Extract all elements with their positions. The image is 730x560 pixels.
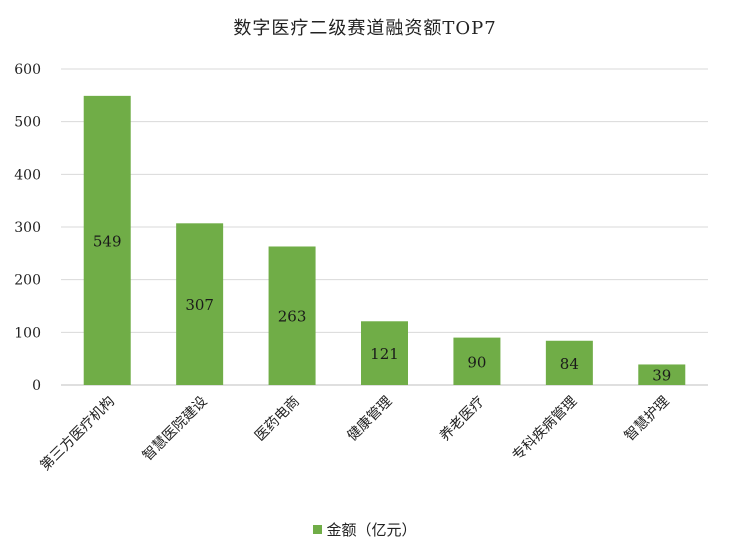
bar — [268, 246, 316, 385]
y-tick-label: 300 — [14, 220, 41, 236]
data-label: 549 — [93, 232, 122, 250]
bar — [453, 337, 501, 385]
chart-title: 数字医疗二级赛道融资额TOP7 — [233, 18, 497, 39]
bars — [83, 95, 686, 386]
legend-label: 金额（亿元） — [326, 521, 417, 539]
x-axis-labels: 第三方医疗机构 智慧医院建设 医药电商 健康管理 养老医疗 专科疾病管理 智慧护理 — [37, 393, 673, 474]
bar — [83, 95, 131, 386]
x-category-label: 智慧医院建设 — [140, 394, 211, 465]
x-category-label: 智慧护理 — [622, 394, 673, 445]
data-label: 263 — [278, 308, 307, 326]
legend-swatch — [313, 525, 323, 534]
x-category-label: 专科疾病管理 — [509, 394, 580, 465]
bar — [638, 364, 686, 385]
y-axis-ticks: 0 100 200 300 400 500 600 — [14, 62, 41, 394]
y-tick-label: 500 — [14, 115, 41, 131]
bar — [176, 223, 224, 385]
data-label: 84 — [560, 355, 579, 373]
bar — [361, 321, 408, 385]
data-label: 39 — [652, 367, 671, 385]
x-category-label: 医药电商 — [252, 394, 303, 445]
y-tick-label: 200 — [14, 273, 41, 289]
bar — [545, 340, 593, 385]
x-category-label: 第三方医疗机构 — [37, 393, 118, 474]
data-label: 90 — [467, 353, 486, 371]
y-tick-label: 100 — [14, 325, 41, 341]
y-tick-label: 400 — [14, 167, 41, 183]
legend: 金额（亿元） — [0, 519, 730, 540]
y-tick-label: 600 — [14, 62, 41, 78]
data-labels: 549 307 263 121 90 84 39 — [93, 232, 671, 384]
x-category-label: 养老医疗 — [437, 394, 488, 445]
y-tick-label: 0 — [32, 378, 41, 394]
data-label: 121 — [370, 345, 399, 363]
x-category-label: 健康管理 — [344, 393, 396, 445]
data-label: 307 — [185, 296, 214, 314]
